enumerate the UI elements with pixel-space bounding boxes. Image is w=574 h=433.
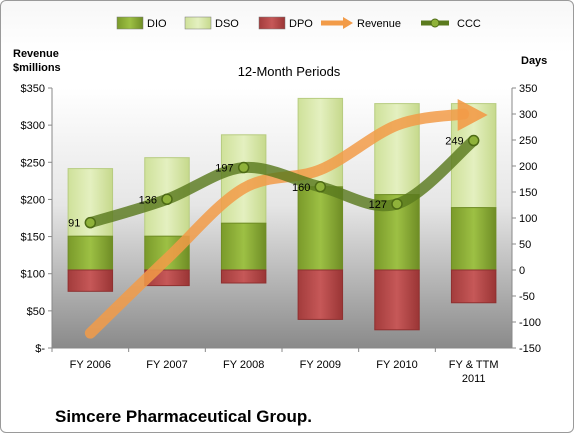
left-axis-label-line2: $millions — [13, 62, 61, 74]
legend-label-dso: DSO — [215, 18, 239, 30]
x-axis-ticks: FY 2006 FY 2007 FY 2008 FY 2009 FY 2010 FY & … — [51, 348, 499, 385]
legend-label-dpo: DPO — [289, 18, 313, 30]
right-tick-label: 200 — [519, 161, 537, 173]
dpo-bar-1 — [67, 269, 114, 292]
right-tick-label: 250 — [519, 135, 537, 147]
right-tick-label: 350 — [519, 83, 537, 95]
ccc-data-label-1: 91 — [68, 218, 80, 230]
ccc-data-label-6: 249 — [445, 136, 463, 148]
ccc-point-2 — [161, 193, 173, 206]
left-tick-label: $150 — [21, 232, 45, 244]
x-tick-label-fy-2007: FY 2007 — [146, 359, 187, 371]
left-tick-label: $250 — [21, 157, 45, 169]
legend: DIO DSO DPO Revenue CCC — [116, 16, 481, 30]
legend-arrow-revenue — [343, 17, 353, 29]
right-axis-ticks: -150 -100 -50 0 50 100 150 200 250 300 350 — [512, 83, 541, 355]
right-tick-label: 300 — [519, 109, 537, 121]
right-tick-label: 100 — [519, 213, 537, 225]
left-tick-label: $200 — [21, 194, 45, 206]
ccc-data-label-2: 136 — [139, 194, 157, 206]
x-tick-label-fy-2006: FY 2006 — [70, 359, 111, 371]
ccc-data-label-4: 160 — [292, 182, 310, 194]
ccc-point-4 — [314, 181, 327, 193]
dpo-bar-5 — [374, 269, 420, 331]
legend-label-revenue: Revenue — [357, 18, 401, 30]
x-tick-label-fy-2009: FY 2009 — [300, 359, 341, 371]
dio-bar-6 — [450, 207, 497, 271]
left-tick-label: $100 — [21, 269, 45, 281]
company-name: Simcere Pharmaceutical Group. — [55, 407, 312, 426]
legend-label-dio: DIO — [147, 18, 167, 30]
ccc-data-label-3: 197 — [215, 163, 233, 175]
ccc-point-3 — [237, 161, 250, 174]
legend-swatch-dpo — [258, 16, 286, 30]
right-tick-label: 50 — [519, 239, 531, 251]
right-tick-label: -100 — [519, 317, 541, 329]
dio-bar-4 — [297, 186, 344, 271]
legend-swatch-dio — [116, 16, 144, 30]
x-tick-label-fy-ttm-2011-line2: 2011 — [462, 373, 486, 385]
legend-label-ccc: CCC — [457, 18, 481, 30]
legend-swatch-dso — [184, 16, 212, 30]
left-tick-label: $- — [35, 343, 45, 355]
dpo-bar-3 — [220, 269, 267, 284]
left-tick-label: $300 — [21, 120, 45, 132]
revenue-arrowhead — [457, 99, 488, 131]
right-tick-label: 150 — [519, 187, 537, 199]
right-tick-label: -150 — [519, 343, 541, 355]
dio-bar-3 — [220, 222, 267, 271]
x-tick-label-fy-ttm-2011-line1: FY & TTM — [449, 359, 499, 371]
x-tick-label-fy-2010: FY 2010 — [376, 359, 417, 371]
ccc-data-label-5: 127 — [369, 199, 387, 211]
ccc-point-5 — [391, 198, 403, 210]
chart-title: 12-Month Periods — [238, 64, 341, 79]
x-tick-label-fy-2008: FY 2008 — [223, 359, 264, 371]
plot-area — [52, 88, 512, 348]
left-axis-label-line1: Revenue — [13, 48, 59, 60]
ccc-point-6 — [467, 134, 480, 147]
right-tick-label: 0 — [519, 265, 525, 277]
right-axis-label: Days — [521, 55, 547, 67]
left-tick-label: $50 — [27, 306, 45, 318]
dio-bar-1 — [67, 235, 114, 271]
right-tick-label: -50 — [519, 291, 535, 303]
dpo-bar-4 — [297, 269, 344, 320]
left-axis-ticks: $- $50 $100 $150 $200 $250 $300 $350 — [21, 83, 52, 355]
ccc-point-1 — [84, 216, 97, 229]
dpo-bar-6 — [450, 269, 497, 304]
legend-marker-ccc — [430, 18, 440, 28]
line-series: 91 136 197 160 127 249 — [68, 99, 488, 339]
revenue-line — [84, 108, 470, 339]
left-tick-label: $350 — [21, 83, 45, 95]
